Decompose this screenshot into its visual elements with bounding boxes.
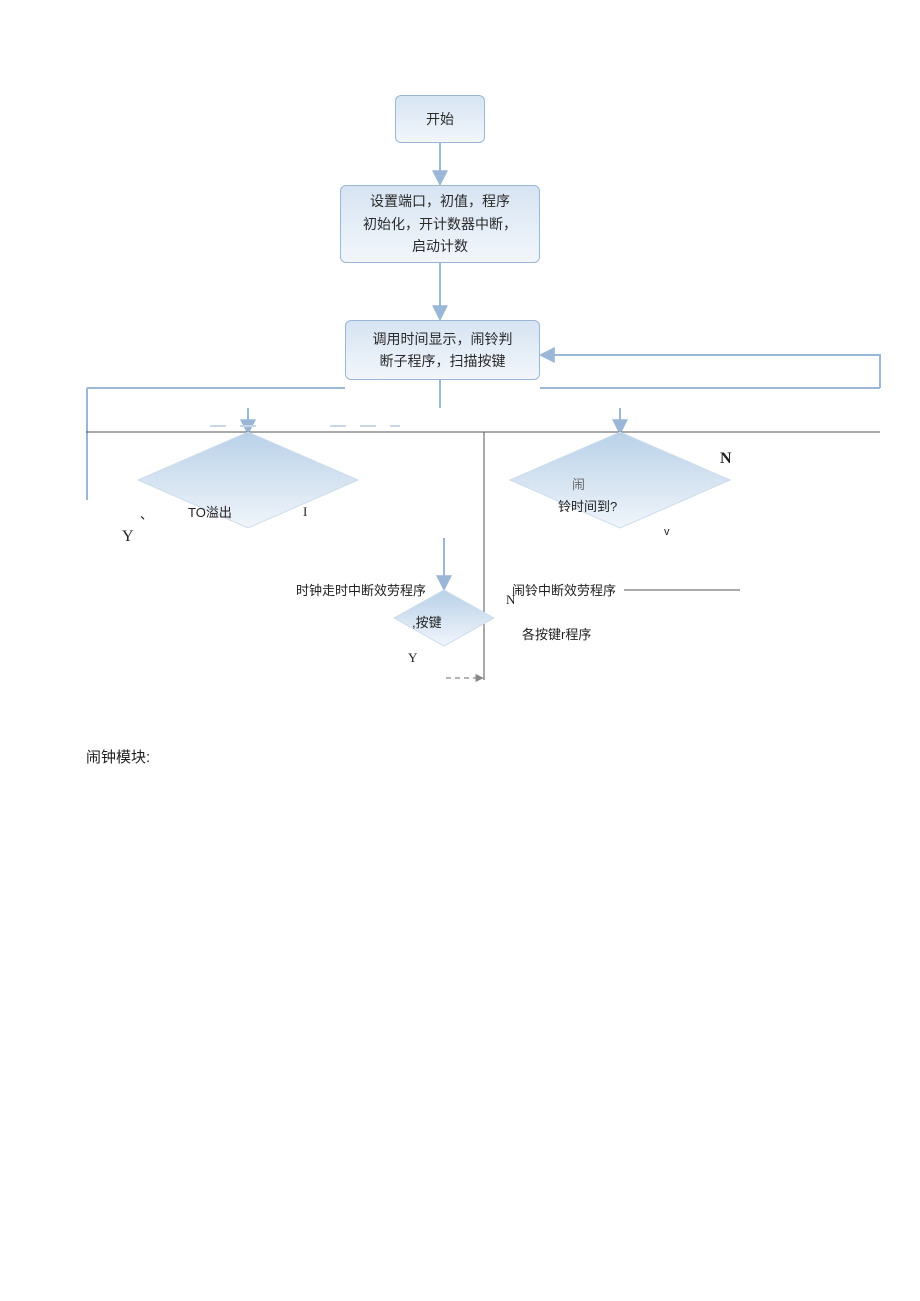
- node-start: 开始: [395, 95, 485, 143]
- label-clock-isr: 时钟走时中断效劳程序: [296, 580, 426, 599]
- decision-left-tick: 、: [140, 504, 153, 523]
- node-init: 设置端口，初值，程序 初始化，开计数器中断， 启动计数: [340, 185, 540, 263]
- decision-mid-text: ,按键: [412, 612, 442, 631]
- decision-left-Y: Y: [122, 528, 134, 546]
- decision-right-inner: 闹: [572, 474, 585, 493]
- decision-left-text: TO溢出: [188, 502, 232, 521]
- node-init-line3: 启动计数: [412, 235, 468, 257]
- decision-right: [510, 432, 730, 528]
- node-loop-line1: 调用时间显示，闹铃判: [373, 328, 513, 350]
- label-keys: 各按键r程序: [522, 624, 591, 643]
- flowchart-container: 开始 设置端口，初值，程序 初始化，开计数器中断， 启动计数 调用时间显示，闹铃…: [0, 0, 920, 1301]
- node-start-label: 开始: [426, 108, 454, 130]
- decision-right-V: v: [664, 526, 670, 538]
- node-loop: 调用时间显示，闹铃判 断子程序，扫描按键: [345, 320, 540, 380]
- node-init-line2: 初始化，开计数器中断，: [363, 213, 517, 235]
- node-loop-line2: 断子程序，扫描按键: [380, 350, 506, 372]
- edge-loopback: [542, 355, 880, 388]
- decision-right-N: N: [720, 450, 732, 468]
- decision-left-I: I: [303, 504, 307, 520]
- decision-mid-Y: Y: [408, 650, 417, 666]
- decision-left: [138, 432, 358, 528]
- label-alarm-isr: 闹铃中断效劳程序: [512, 580, 616, 599]
- section-alarm-module: 闹钟模块:: [86, 746, 150, 767]
- decision-right-below: 铃时间到?: [558, 496, 617, 515]
- node-init-line1: 设置端口，初值，程序: [370, 190, 510, 212]
